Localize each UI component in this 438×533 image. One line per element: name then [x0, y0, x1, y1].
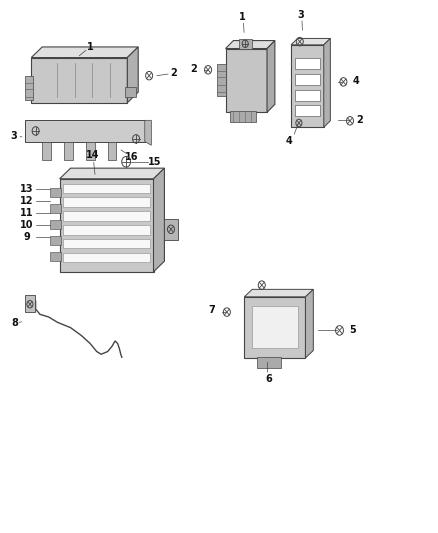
Text: 4: 4	[352, 76, 359, 86]
Text: 8: 8	[11, 318, 18, 328]
Bar	[50, 252, 61, 261]
Text: 2: 2	[170, 68, 177, 78]
Polygon shape	[324, 38, 330, 127]
Bar	[164, 219, 177, 240]
Bar	[50, 220, 61, 229]
Text: 4: 4	[286, 135, 292, 146]
Polygon shape	[60, 179, 153, 272]
Bar	[294, 105, 320, 116]
Polygon shape	[127, 47, 138, 103]
Text: 3: 3	[11, 131, 17, 141]
Text: 12: 12	[20, 196, 34, 206]
Bar	[64, 142, 73, 160]
Text: 7: 7	[208, 305, 215, 316]
Bar	[294, 74, 320, 85]
Bar	[50, 236, 61, 245]
Bar	[125, 87, 136, 98]
Polygon shape	[244, 289, 313, 297]
Text: 11: 11	[20, 208, 34, 218]
Bar	[63, 183, 150, 193]
Text: 2: 2	[191, 64, 198, 74]
Text: 15: 15	[148, 157, 161, 167]
Text: 1: 1	[87, 42, 94, 52]
Bar	[63, 239, 150, 248]
Polygon shape	[25, 120, 145, 142]
Bar	[230, 111, 256, 122]
Bar	[63, 225, 150, 235]
Bar	[294, 58, 320, 69]
Polygon shape	[60, 168, 164, 179]
Bar	[25, 295, 35, 312]
Polygon shape	[31, 47, 138, 58]
Bar	[63, 197, 150, 207]
Bar	[252, 306, 297, 349]
Text: 13: 13	[20, 184, 34, 195]
Text: 5: 5	[349, 326, 356, 335]
Text: 16: 16	[125, 152, 138, 162]
Text: 9: 9	[24, 232, 30, 243]
Polygon shape	[291, 45, 324, 127]
Bar	[42, 142, 51, 160]
Bar	[25, 76, 32, 100]
Polygon shape	[291, 38, 330, 45]
Bar	[108, 142, 117, 160]
Text: 3: 3	[297, 10, 304, 20]
Polygon shape	[145, 120, 151, 146]
Bar	[217, 64, 226, 96]
Bar	[258, 357, 282, 368]
Text: 6: 6	[265, 374, 272, 384]
Text: 10: 10	[20, 220, 34, 230]
Polygon shape	[305, 289, 313, 358]
Polygon shape	[226, 41, 275, 49]
Bar	[50, 188, 61, 197]
Bar	[86, 142, 95, 160]
Polygon shape	[226, 49, 267, 112]
Text: 14: 14	[86, 150, 99, 160]
Polygon shape	[244, 297, 305, 358]
Polygon shape	[31, 58, 127, 103]
Bar	[63, 253, 150, 262]
Bar	[294, 90, 320, 101]
Bar	[239, 39, 252, 49]
Text: 1: 1	[239, 12, 246, 22]
Polygon shape	[267, 41, 275, 112]
Bar	[50, 204, 61, 213]
Bar	[63, 211, 150, 221]
Text: 2: 2	[357, 115, 364, 125]
Polygon shape	[153, 168, 164, 272]
